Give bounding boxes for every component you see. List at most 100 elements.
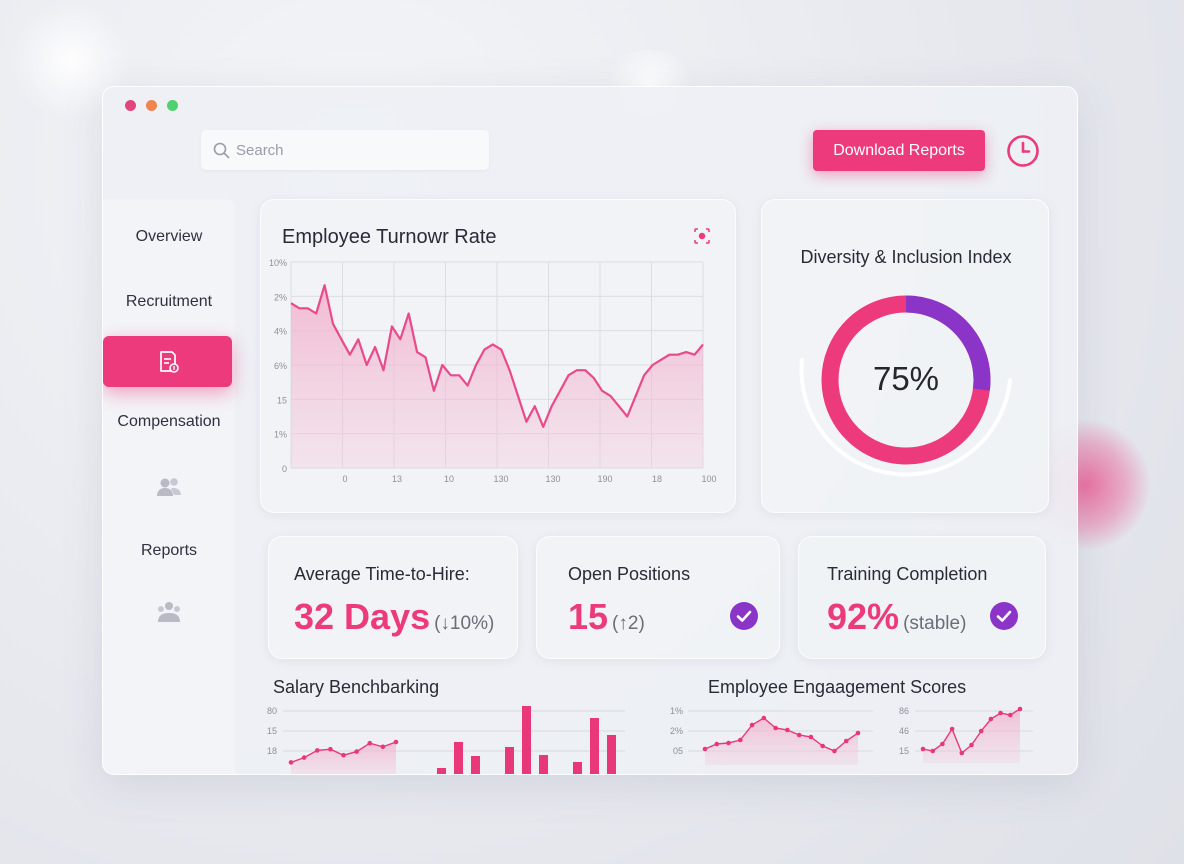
sidebar-item-recruitment[interactable]: Recruitment xyxy=(125,293,213,310)
kpi-label: Training Completion xyxy=(827,564,988,584)
search-bar xyxy=(201,130,489,170)
y-tick-label: 10% xyxy=(269,258,287,268)
engagement-right-point xyxy=(920,746,926,752)
salary-bar xyxy=(505,747,514,774)
salary-bar xyxy=(471,756,480,774)
engagement-left-point xyxy=(726,740,731,746)
sidebar-item-compensation[interactable]: Compensation xyxy=(117,413,221,430)
outer-ring xyxy=(799,358,1012,477)
kpi-value: 32 Days (↓10%) xyxy=(294,596,495,637)
bottom-charts: 80 15 18 1% 2% 05 86 46 15 xyxy=(267,706,1033,774)
salary-point xyxy=(314,748,320,753)
salary-point xyxy=(301,755,307,760)
engagement-right-point xyxy=(978,728,984,734)
engagement-left-point xyxy=(820,743,825,749)
engagement-left-point xyxy=(832,748,837,754)
close-window-button[interactable] xyxy=(125,100,136,111)
kpi-value: 92% (stable) xyxy=(827,596,967,637)
kpi-training-completion: Training Completion 92% (stable) xyxy=(798,536,1046,659)
x-tick-label: 130 xyxy=(493,474,508,484)
engagement-left-point xyxy=(761,715,767,721)
sidebar-item-active[interactable] xyxy=(103,336,232,387)
x-tick-label: 100 xyxy=(701,474,716,484)
turnover-line xyxy=(290,284,704,428)
engagement-right-point xyxy=(959,750,965,756)
y-tick-label: 6% xyxy=(274,361,287,371)
y-tick-label: 86 xyxy=(899,706,909,716)
diversity-donut-chart xyxy=(799,295,1012,477)
salary-point xyxy=(354,749,359,754)
salary-point xyxy=(380,744,386,750)
x-tick-label: 130 xyxy=(545,474,560,484)
sidebar-item-reports[interactable]: Reports xyxy=(140,542,198,559)
salary-bar xyxy=(573,762,582,774)
turnover-chart: 10% 2% 4% 6% 15 1% 0 0 13 10 130 130 190 18 100 xyxy=(269,258,717,484)
salary-bar xyxy=(454,742,463,774)
search-input[interactable] xyxy=(236,141,476,159)
kpi-time-to-hire: Average Time-to-Hire: 32 Days (↓10%) xyxy=(268,536,518,659)
kpi-label: Average Time-to-Hire: xyxy=(294,564,470,584)
salary-bar xyxy=(437,768,446,774)
engagement-left-point xyxy=(796,732,802,738)
engagement-left-area xyxy=(705,718,858,765)
engagement-left-point xyxy=(785,727,790,733)
salary-bar xyxy=(522,706,531,774)
salary-area xyxy=(291,742,396,774)
engagement-right-area xyxy=(923,709,1020,763)
y-tick-label: 1% xyxy=(274,430,287,440)
turnover-title: Employee Turnowr Rate xyxy=(282,226,497,248)
engagement-right-point xyxy=(1017,706,1023,712)
donut-segment-other xyxy=(905,295,991,391)
clock-icon[interactable] xyxy=(1005,133,1041,169)
kpi-value: 15 (↑2) xyxy=(568,596,645,637)
y-tick-label: 15 xyxy=(267,726,277,736)
group-icon xyxy=(158,602,180,622)
kpi-delta: (stable) xyxy=(903,613,967,634)
y-tick-label: 2% xyxy=(670,726,683,736)
engagement-left-point xyxy=(808,734,814,740)
maximize-window-button[interactable] xyxy=(167,100,178,111)
sidebar-item-team[interactable] xyxy=(103,476,235,498)
salary-title: Salary Benchbarking xyxy=(273,677,440,697)
window-controls xyxy=(125,100,178,111)
diversity-card: Diversity & Inclusion Index 75% xyxy=(761,199,1049,513)
search-icon xyxy=(213,142,230,158)
download-reports-button[interactable]: Download Reports xyxy=(813,130,985,171)
x-tick-label: 13 xyxy=(392,474,402,484)
x-tick-label: 0 xyxy=(342,474,347,484)
salary-point xyxy=(393,739,399,745)
diversity-value: 75% xyxy=(872,360,940,397)
y-tick-label: 2% xyxy=(274,292,287,302)
engagement-left-point xyxy=(714,741,720,747)
x-tick-label: 18 xyxy=(652,474,662,484)
y-tick-label: 05 xyxy=(673,746,683,756)
app-window: Download Reports Overview Recruitment Co… xyxy=(102,86,1078,775)
sidebar-item-people[interactable] xyxy=(103,600,235,624)
y-tick-label: 4% xyxy=(274,327,287,337)
sidebar-item-overview[interactable]: Overview xyxy=(135,228,203,245)
engagement-right-point xyxy=(998,710,1003,716)
salary-bar xyxy=(539,755,548,774)
engagement-left-point xyxy=(738,737,743,743)
sidebar: Overview Recruitment Compensation Report… xyxy=(103,199,235,774)
salary-point xyxy=(328,746,333,752)
x-tick-label: 10 xyxy=(444,474,454,484)
minimize-window-button[interactable] xyxy=(146,100,157,111)
kpi-label: Open Positions xyxy=(568,564,691,584)
engagement-left-point xyxy=(749,722,755,728)
engagement-right-point xyxy=(988,716,994,722)
diversity-title: Diversity & Inclusion Index xyxy=(800,247,1012,267)
engagement-left-point xyxy=(855,730,861,736)
users-icon xyxy=(157,478,181,496)
salary-bar xyxy=(590,718,599,774)
engagement-right-point xyxy=(969,742,974,748)
check-circle-icon xyxy=(730,602,758,630)
salary-point xyxy=(341,752,346,758)
target-icon[interactable] xyxy=(693,227,711,245)
x-tick-label: 190 xyxy=(597,474,612,484)
turnover-card: Employee Turnowr Rate 10% 2% 4% 6% 15 1% 0 0 13 1… xyxy=(260,199,736,513)
y-tick-label: 80 xyxy=(267,706,277,716)
salary-bar xyxy=(607,735,616,774)
y-tick-label: 46 xyxy=(899,726,909,736)
engagement-left-point xyxy=(843,738,849,744)
